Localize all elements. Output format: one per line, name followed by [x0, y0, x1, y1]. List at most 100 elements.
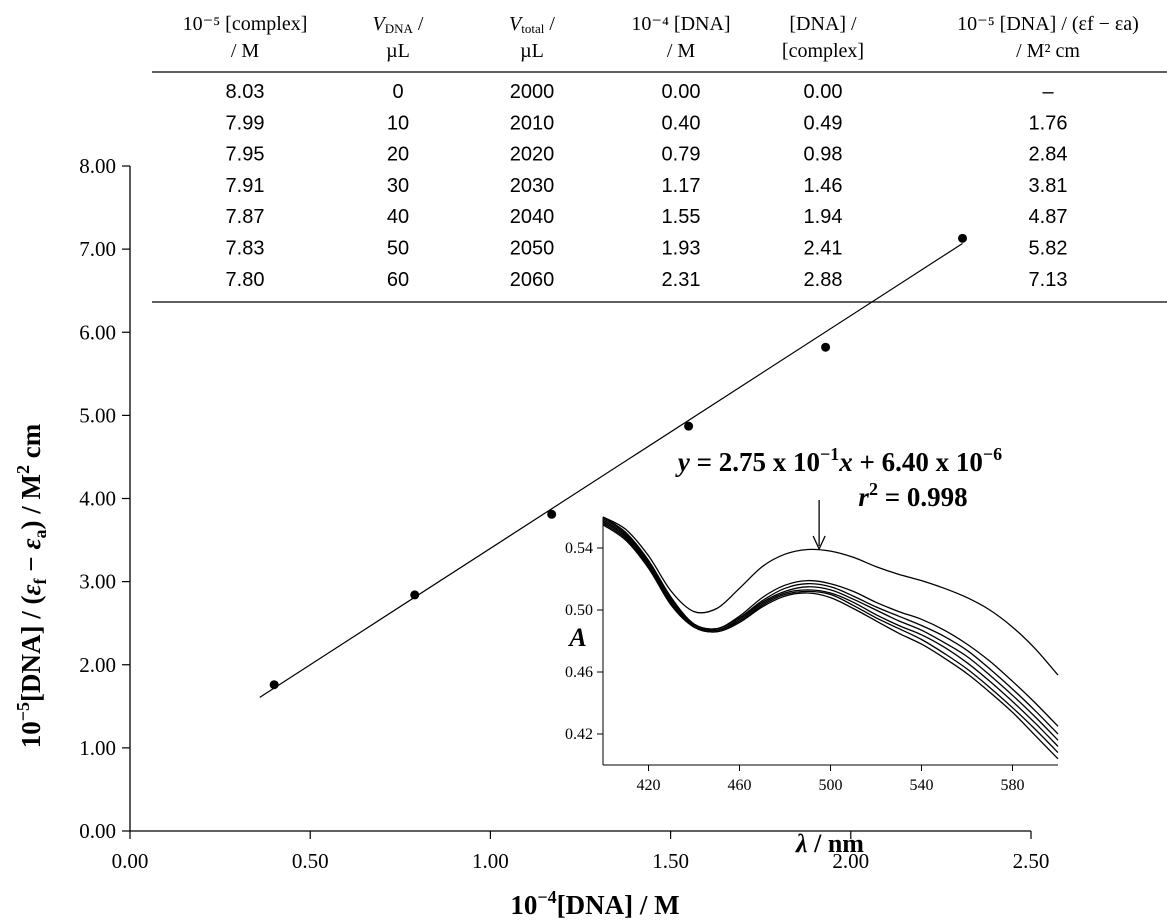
- table-cell: 2000: [510, 81, 555, 103]
- main-x-tick-label: 1.50: [652, 849, 689, 873]
- main-x-tick-label: 0.50: [292, 849, 329, 873]
- inset-y-tick-label: 0.54: [565, 540, 593, 557]
- table-cell: 10: [387, 112, 409, 134]
- inset-arrow: [812, 500, 826, 551]
- main-data-point: [269, 680, 279, 690]
- table-cell: 8.03: [226, 81, 265, 103]
- table-cell: 2040: [510, 206, 555, 228]
- table-cell: 2050: [510, 238, 555, 260]
- main-y-tick-label: 2.00: [79, 653, 116, 677]
- main-axes: 0.00 0.50 1.00 1.50 2.00 2.50 0.00 1.00 2.00 3.0…: [79, 154, 1049, 873]
- main-y-tick-label: 6.00: [79, 320, 116, 344]
- main-data-point: [410, 590, 420, 600]
- table-cell: 7.91: [226, 175, 265, 197]
- table-cell: 5.82: [1029, 238, 1068, 260]
- inset-y-axis-title: A: [567, 623, 586, 652]
- table-header-line2: / M: [231, 40, 260, 62]
- main-x-tick-label: 0.00: [112, 849, 149, 873]
- table-cell: 1.55: [662, 206, 701, 228]
- main-y-axis-title: 10−5[DNA] / (εf − εa) / M2 cm: [13, 423, 50, 748]
- main-x-tick-label: 2.50: [1013, 849, 1050, 873]
- fit-line: [259, 242, 963, 698]
- inset-spectrum-line: [602, 516, 1059, 727]
- data-table: 10⁻⁵ [complex] / M VDNA / µL Vtotal / µL 10⁻⁴ …: [152, 13, 1167, 303]
- table-cell: 2010: [510, 112, 555, 134]
- fit-equation: y = 2.75 x 10−1x + 6.40 x 10−6: [675, 444, 1002, 477]
- table-cell: 2.88: [804, 269, 843, 291]
- main-y-tick-label: 3.00: [79, 570, 116, 594]
- inset-x-tick-label: 500: [819, 777, 843, 794]
- main-data-point: [547, 509, 557, 519]
- inset-chart: 420 460 500 540 580 0.420.460.500.54 λ / nm …: [565, 500, 1059, 858]
- inset-spectrum-line: [602, 517, 1059, 735]
- table-cell: 1.46: [804, 175, 843, 197]
- table-cell: 7.87: [226, 206, 265, 228]
- table-header-line2: [complex]: [782, 40, 864, 62]
- table-cell: 2060: [510, 269, 555, 291]
- table-cell: 60: [387, 269, 409, 291]
- table-cell: 2.84: [1029, 144, 1068, 166]
- main-y-tick-label: 8.00: [79, 154, 116, 178]
- table-header-line1: Vtotal /: [509, 13, 555, 36]
- inset-spectra: [602, 516, 1059, 760]
- table-cell: –: [1042, 81, 1054, 103]
- table-header-line1: 10⁻⁴ [DNA]: [631, 13, 730, 35]
- main-data-point: [821, 342, 831, 352]
- table-header-line1: 10⁻⁵ [complex]: [183, 13, 308, 35]
- table-cell: 1.17: [662, 175, 701, 197]
- table-cell: 1.93: [662, 238, 701, 260]
- table-cell: 7.80: [226, 269, 265, 291]
- main-y-tick-label: 4.00: [79, 487, 116, 511]
- table-header-line2: / M: [667, 40, 696, 62]
- table-cell: 3.81: [1029, 175, 1068, 197]
- inset-spectrum-line: [602, 516, 1059, 676]
- table-cell: 2.31: [662, 269, 701, 291]
- arrow-head: [812, 535, 826, 551]
- table-cell: 50: [387, 238, 409, 260]
- main-x-tick-label: 1.00: [472, 849, 509, 873]
- main-data-points: [269, 233, 968, 690]
- table-cell: 0.79: [662, 144, 701, 166]
- table-header-line1: [DNA] /: [789, 13, 857, 35]
- main-x-axis-title: 10−4[DNA] / M: [510, 887, 679, 920]
- inset-y-tick-label: 0.46: [565, 664, 593, 681]
- table-cell: 20: [387, 144, 409, 166]
- table-cell: 7.95: [226, 144, 265, 166]
- inset-x-tick-label: 540: [910, 777, 934, 794]
- inset-y-tick-label: 0.42: [565, 726, 593, 743]
- main-y-tick-label: 5.00: [79, 403, 116, 427]
- fit-r-squared: r2 = 0.998: [858, 479, 967, 512]
- table-cell: 2.41: [804, 238, 843, 260]
- table-cell: 0: [392, 81, 403, 103]
- main-y-tick-label: 1.00: [79, 736, 116, 760]
- table-cell: 30: [387, 175, 409, 197]
- table-cell: 2020: [510, 144, 555, 166]
- table-header-line1: VDNA /: [373, 13, 424, 36]
- inset-x-axis-title: λ / nm: [795, 829, 864, 858]
- table-header-line2: µL: [386, 40, 410, 62]
- table-header-line1: 10⁻⁵ [DNA] / (εf − εa): [957, 13, 1139, 35]
- table-cell: 0.00: [662, 81, 701, 103]
- table-cell: 7.13: [1029, 269, 1068, 291]
- inset-x-tick-label: 460: [728, 777, 752, 794]
- table-cell: 4.87: [1029, 206, 1068, 228]
- main-x-tick-label: 2.00: [832, 849, 869, 873]
- table-cell: 1.76: [1029, 112, 1068, 134]
- main-data-point: [958, 233, 968, 243]
- table-cell: 0.00: [804, 81, 843, 103]
- main-y-ticks: 0.00 1.00 2.00 3.00 4.00 5.00 6.00 7.00 8.00: [79, 154, 130, 843]
- table-cell: 7.83: [226, 238, 265, 260]
- inset-spectrum-line: [602, 521, 1059, 747]
- inset-y-ticks: 0.42 0.46 0.50 0.54: [565, 540, 603, 743]
- table-cell: 40: [387, 206, 409, 228]
- table-cell: 7.99: [226, 112, 265, 134]
- table-header-line2: µL: [520, 40, 544, 62]
- main-x-ticks: 0.00 0.50 1.00 1.50 2.00 2.50: [112, 831, 1050, 873]
- inset-y-tick-label: 0.50: [565, 602, 593, 619]
- inset-x-ticks: 420 460 500 540 580: [637, 765, 1025, 794]
- inset-x-tick-label: 420: [637, 777, 661, 794]
- inset-spectrum-line: [602, 519, 1059, 741]
- inset-spectrum-line: [602, 524, 1059, 760]
- table-cell: 0.98: [804, 144, 843, 166]
